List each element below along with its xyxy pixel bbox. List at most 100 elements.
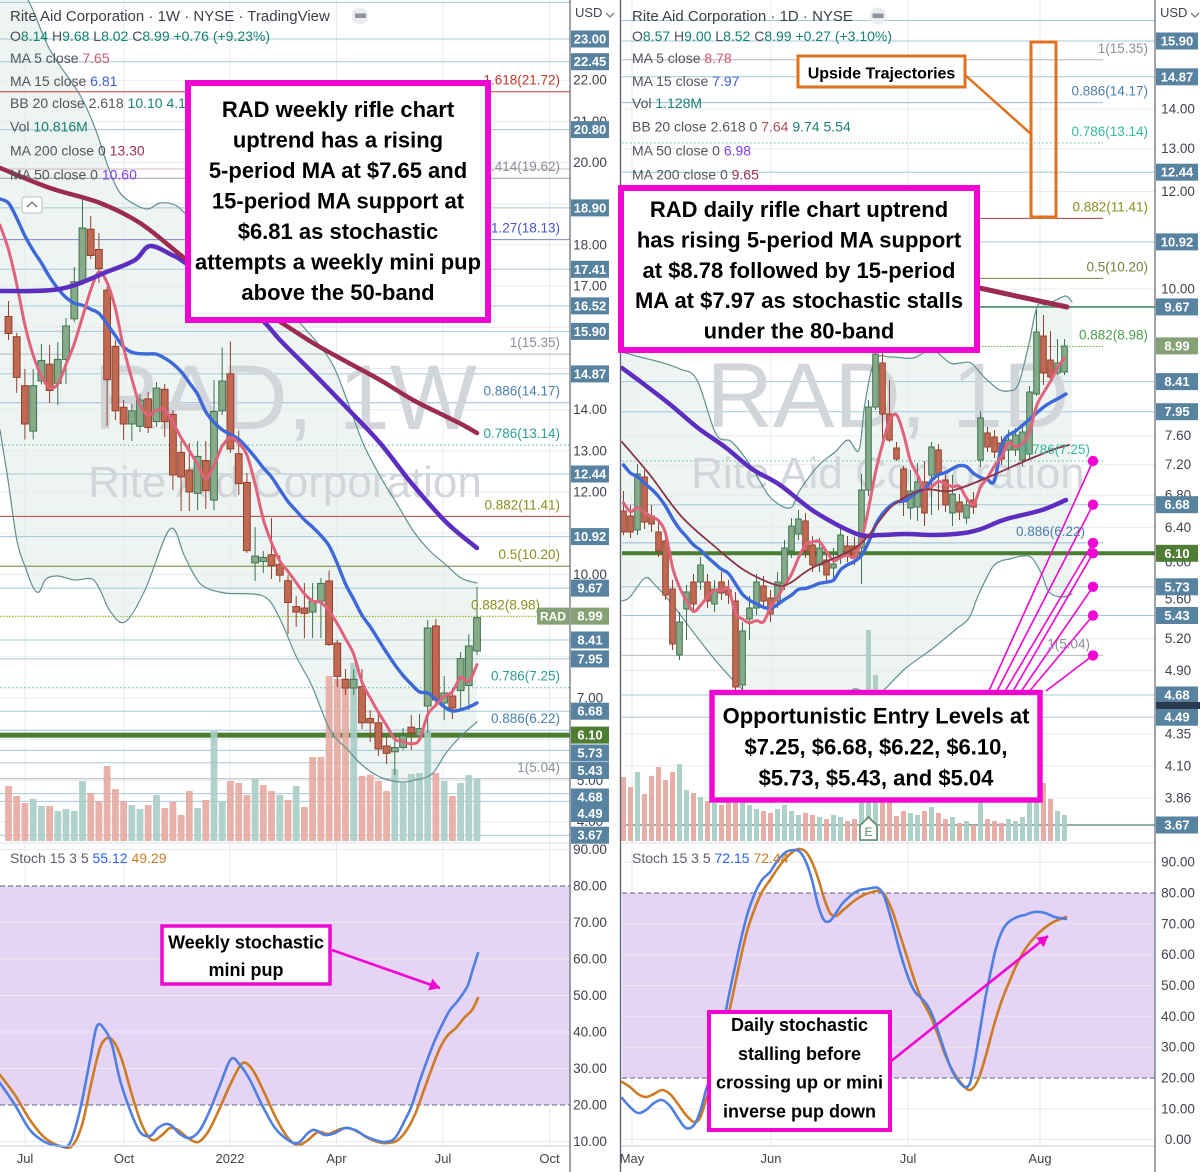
svg-text:0.786(7.25): 0.786(7.25) — [491, 669, 560, 684]
svg-text:10.92: 10.92 — [1161, 234, 1194, 249]
svg-text:90.00: 90.00 — [1161, 855, 1195, 870]
svg-text:4.90: 4.90 — [1165, 663, 1191, 678]
svg-text:MA 50 close 0 10.60: MA 50 close 0 10.60 — [10, 167, 137, 183]
svg-text:6.40: 6.40 — [1165, 520, 1191, 535]
svg-text:60.00: 60.00 — [573, 952, 607, 967]
svg-text:0.886(14.17): 0.886(14.17) — [483, 384, 560, 399]
svg-text:0.882(11.41): 0.882(11.41) — [1072, 199, 1148, 214]
svg-text:20.80: 20.80 — [574, 122, 607, 137]
svg-text:MA 200 close 0 9.65: MA 200 close 0 9.65 — [632, 167, 759, 183]
svg-text:18.00: 18.00 — [573, 237, 607, 252]
svg-text:0.882(8.98): 0.882(8.98) — [1079, 328, 1148, 343]
svg-text:O8.57 H9.00 L8.52 C8.99 +0.27: O8.57 H9.00 L8.52 C8.99 +0.27 (+3.10%) — [632, 28, 892, 44]
svg-text:0.886(14.17): 0.886(14.17) — [1071, 84, 1148, 99]
svg-text:0.882(8.98): 0.882(8.98) — [471, 598, 540, 613]
svg-text:Jul: Jul — [435, 1151, 452, 1166]
svg-text:50.00: 50.00 — [1161, 978, 1195, 993]
svg-text:4.35: 4.35 — [1165, 727, 1191, 742]
svg-text:Vol 1.128M: Vol 1.128M — [632, 95, 702, 111]
svg-text:BB 20 close 2.618 0 7.64 9.7: BB 20 close 2.618 0 7.64 9.74 5.54 — [632, 119, 851, 135]
svg-text:8.41: 8.41 — [577, 633, 602, 648]
svg-text:14.87: 14.87 — [1161, 69, 1194, 84]
svg-text:RAD, 1W: RAD, 1W — [93, 347, 477, 449]
svg-text:RAD daily rifle chart uptrend: RAD daily rifle chart uptrend — [650, 197, 948, 222]
svg-text:4.68: 4.68 — [577, 790, 602, 805]
svg-text:70.00: 70.00 — [1161, 916, 1195, 931]
svg-text:mini pup: mini pup — [209, 960, 284, 980]
svg-text:40.00: 40.00 — [573, 1025, 607, 1040]
svg-text:MA 200 close 0 13.30: MA 200 close 0 13.30 — [10, 143, 145, 159]
svg-text:Jun: Jun — [761, 1151, 782, 1166]
svg-text:16.52: 16.52 — [574, 298, 607, 313]
svg-text:has rising 5-period MA support: has rising 5-period MA support — [637, 227, 962, 252]
svg-text:80.00: 80.00 — [573, 879, 607, 894]
svg-text:0.786(7.25): 0.786(7.25) — [1021, 442, 1090, 457]
svg-text:4.68: 4.68 — [1164, 688, 1189, 703]
svg-text:9.67: 9.67 — [577, 581, 602, 596]
svg-text:14.00: 14.00 — [573, 402, 607, 417]
svg-text:8.99: 8.99 — [1164, 338, 1189, 353]
svg-text:13.00: 13.00 — [1161, 141, 1195, 156]
svg-text:O8.14 H9.68 L8.02 C8.99 +0.76: O8.14 H9.68 L8.02 C8.99 +0.76 (+9.23%) — [10, 28, 270, 44]
svg-text:under the 80-band: under the 80-band — [704, 319, 895, 344]
svg-text:$6.81 as stochastic: $6.81 as stochastic — [238, 219, 439, 244]
svg-text:6.68: 6.68 — [1164, 497, 1189, 512]
svg-text:0.886(6.22): 0.886(6.22) — [491, 711, 560, 726]
svg-text:30.00: 30.00 — [1161, 1040, 1195, 1055]
svg-text:12.44: 12.44 — [1161, 165, 1194, 180]
svg-text:Jul: Jul — [900, 1151, 917, 1166]
svg-text:7.95: 7.95 — [577, 651, 602, 666]
svg-text:4.49: 4.49 — [577, 806, 602, 821]
svg-text:60.00: 60.00 — [1161, 947, 1195, 962]
svg-text:12.44: 12.44 — [574, 467, 607, 482]
svg-text:MA 5 close 7.65: MA 5 close 7.65 — [10, 50, 110, 66]
svg-text:Stoch 15 3 5 55.12 49.29: Stoch 15 3 5 55.12 49.29 — [10, 850, 167, 866]
svg-text:10.92: 10.92 — [574, 529, 607, 544]
svg-text:10.00: 10.00 — [573, 567, 607, 582]
svg-text:Oct: Oct — [539, 1151, 560, 1166]
svg-text:15.90: 15.90 — [574, 324, 607, 339]
svg-text:1(15.35): 1(15.35) — [510, 335, 560, 350]
svg-text:Vol 10.816M: Vol 10.816M — [10, 119, 88, 135]
svg-text:MA at $7.97 as stochastic stal: MA at $7.97 as stochastic stalls — [635, 288, 963, 313]
svg-text:crossing up or mini: crossing up or mini — [716, 1073, 883, 1093]
svg-text:Upside Trajectories: Upside Trajectories — [808, 66, 956, 83]
svg-text:0.00: 0.00 — [1165, 1132, 1191, 1147]
svg-text:Oct: Oct — [114, 1151, 135, 1166]
svg-text:inverse pup down: inverse pup down — [723, 1101, 876, 1121]
svg-text:Jul: Jul — [17, 1151, 34, 1166]
svg-text:Stoch 15 3 5 72.15 72.44: Stoch 15 3 5 72.15 72.44 — [632, 850, 789, 866]
svg-text:Aug: Aug — [1028, 1151, 1051, 1166]
svg-text:22.00: 22.00 — [573, 73, 607, 88]
svg-text:May: May — [620, 1151, 645, 1166]
svg-text:0.786(13.14): 0.786(13.14) — [1071, 124, 1148, 139]
svg-text:5.43: 5.43 — [577, 763, 602, 778]
svg-text:E: E — [864, 825, 872, 839]
svg-text:RAD: RAD — [540, 610, 566, 624]
svg-text:13.00: 13.00 — [573, 443, 607, 458]
svg-text:12.00: 12.00 — [573, 485, 607, 500]
svg-text:0.882(11.41): 0.882(11.41) — [484, 497, 560, 512]
svg-text:5.20: 5.20 — [1165, 631, 1191, 646]
svg-text:7.60: 7.60 — [1165, 428, 1191, 443]
svg-text:stalling before: stalling before — [738, 1044, 861, 1064]
svg-text:10.00: 10.00 — [1161, 282, 1195, 297]
svg-text:Weekly stochastic: Weekly stochastic — [168, 933, 324, 953]
svg-text:Daily stochastic: Daily stochastic — [731, 1015, 868, 1035]
svg-text:MA 15 close 7.97: MA 15 close 7.97 — [632, 73, 740, 89]
svg-text:5-period MA at $7.65 and: 5-period MA at $7.65 and — [209, 158, 467, 183]
svg-text:RAD weekly rifle chart: RAD weekly rifle chart — [222, 97, 455, 122]
svg-text:1(5.04): 1(5.04) — [517, 760, 560, 775]
svg-text:5.43: 5.43 — [1164, 608, 1189, 623]
svg-text:USD: USD — [1160, 5, 1187, 20]
svg-text:90.00: 90.00 — [573, 842, 607, 857]
svg-text:MA 5 close 8.78: MA 5 close 8.78 — [632, 50, 732, 66]
svg-text:14.00: 14.00 — [1161, 102, 1195, 117]
svg-text:4.49: 4.49 — [1164, 710, 1189, 725]
svg-text:30.00: 30.00 — [573, 1061, 607, 1076]
svg-text:1.618(21.72): 1.618(21.72) — [483, 73, 560, 88]
svg-text:3.67: 3.67 — [1164, 818, 1189, 833]
svg-text:20.00: 20.00 — [573, 1098, 607, 1113]
svg-text:0.786(13.14): 0.786(13.14) — [483, 426, 560, 441]
svg-text:Apr: Apr — [326, 1151, 347, 1166]
